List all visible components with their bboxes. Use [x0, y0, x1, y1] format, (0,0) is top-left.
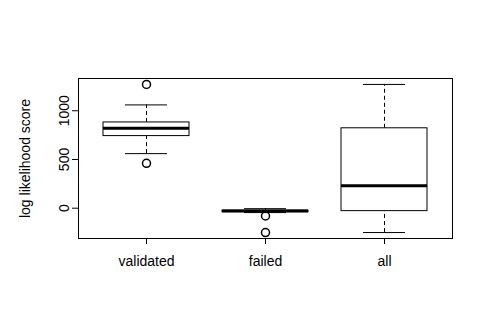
svg-text:1000: 1000 [56, 95, 72, 126]
svg-text:500: 500 [56, 148, 72, 172]
svg-text:failed: failed [249, 253, 282, 269]
svg-text:0: 0 [56, 204, 72, 212]
svg-text:log likelihood score: log likelihood score [17, 99, 33, 218]
svg-text:all: all [377, 253, 391, 269]
svg-text:validated: validated [118, 253, 174, 269]
